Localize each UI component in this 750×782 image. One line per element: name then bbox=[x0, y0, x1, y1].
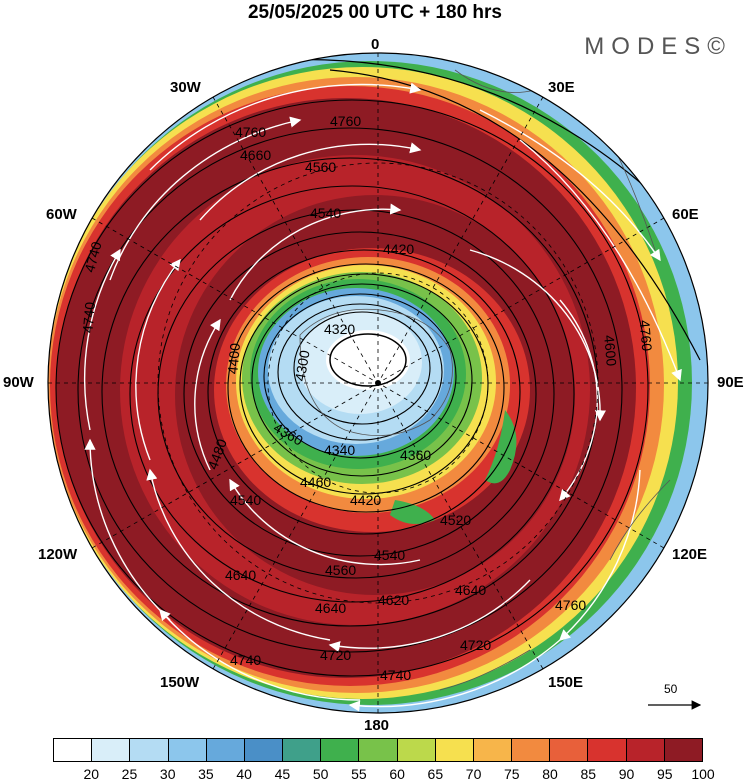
contour-label-4740-b: 4740 bbox=[79, 301, 98, 334]
lon-label-120e: 120E bbox=[672, 546, 708, 563]
colorbar-tick-label: 30 bbox=[159, 766, 176, 782]
colorbar-tick-label: 90 bbox=[618, 766, 635, 782]
colorbar-swatch bbox=[168, 739, 207, 761]
colorbar-tick-label: 60 bbox=[389, 766, 405, 782]
vector-scale-label: 50 bbox=[664, 682, 678, 696]
contour-label-4740: 4740 bbox=[81, 240, 105, 274]
contour-label-4600: 4600 bbox=[601, 334, 620, 367]
colorbar-swatch bbox=[321, 739, 360, 761]
contour-label-4300: 4300 bbox=[292, 349, 313, 383]
colorbar-swatch bbox=[550, 739, 589, 761]
contour-label-4740-d: 4740 bbox=[380, 667, 411, 683]
colorbar-swatch bbox=[664, 739, 702, 761]
colorbar-tick-label: 100 bbox=[691, 766, 715, 782]
contour-label-4720: 4720 bbox=[320, 647, 351, 663]
height-contours bbox=[55, 58, 708, 677]
contour-label-4760-c: 4760 bbox=[555, 597, 586, 613]
lon-label-30w: 30W bbox=[170, 79, 201, 96]
contour-label-4640: 4640 bbox=[225, 567, 256, 583]
lon-label-90e: 90E bbox=[717, 374, 744, 391]
map-boundary bbox=[47, 52, 709, 714]
contour-label-4640-c: 4640 bbox=[455, 582, 486, 598]
colorbar-tick-label: 50 bbox=[312, 766, 329, 782]
contour-label-4660: 4660 bbox=[240, 147, 271, 163]
colorbar-swatch bbox=[588, 739, 627, 761]
colorbar-tick-label: 95 bbox=[656, 766, 673, 782]
colorbar-tick-label: 85 bbox=[580, 766, 597, 782]
colorbar-swatch bbox=[397, 739, 436, 761]
colorbar-tick-label: 20 bbox=[83, 766, 100, 782]
colorbar-swatch bbox=[435, 739, 474, 761]
colorbar-swatch bbox=[626, 739, 665, 761]
colorbar-swatch bbox=[92, 739, 131, 761]
colorbar-swatch bbox=[244, 739, 284, 761]
colorbar-swatch bbox=[130, 739, 169, 761]
colorbar-tick-label: 40 bbox=[236, 766, 252, 782]
contour-label-4540-c: 4540 bbox=[374, 547, 405, 563]
colorbar-tick-label: 45 bbox=[274, 766, 291, 782]
contour-label-4740-c: 4740 bbox=[230, 652, 261, 668]
contour-label-4460: 4460 bbox=[300, 474, 331, 490]
contour-labels: 4320 4300 4340 4360 4360 4400 4420 4420 … bbox=[79, 113, 655, 683]
colorbar-tick-label: 35 bbox=[198, 766, 214, 782]
contour-label-4640-b: 4640 bbox=[315, 600, 346, 616]
contour-label-4780: 4760 bbox=[637, 319, 656, 352]
wind-speed-field bbox=[48, 53, 708, 713]
colorbar-swatch bbox=[206, 739, 245, 761]
colorbar-swatch bbox=[283, 739, 322, 761]
colorbar-tick-label: 55 bbox=[351, 766, 367, 782]
contour-label-4540-b: 4540 bbox=[230, 492, 261, 508]
colorbar-swatch bbox=[512, 739, 551, 761]
contour-label-4560-b: 4560 bbox=[305, 159, 336, 175]
contour-label-4340: 4340 bbox=[324, 442, 355, 458]
contour-label-4400: 4400 bbox=[224, 342, 243, 375]
contour-label-4760-b: 4760 bbox=[235, 124, 266, 140]
colorbar-swatch bbox=[473, 739, 513, 761]
lon-label-60e: 60E bbox=[672, 206, 699, 223]
contour-label-4420: 4420 bbox=[383, 241, 414, 257]
brand-logo: MODES© bbox=[584, 33, 732, 60]
contour-label-4320: 4320 bbox=[324, 321, 355, 337]
antarctica-coastline bbox=[299, 308, 453, 436]
lon-label-30e: 30E bbox=[548, 79, 575, 96]
colorbar-swatch bbox=[54, 739, 93, 761]
map-title: 25/05/2025 00 UTC + 180 hrs bbox=[247, 2, 503, 23]
contour-label-4720-b: 4720 bbox=[460, 637, 491, 653]
colorbar-labels: 20 25 30 35 40 45 50 55 60 65 70 75 80 85 90 95 100 bbox=[53, 766, 714, 782]
contour-label-4760: 4760 bbox=[330, 113, 361, 129]
contour-label-4360-b: 4360 bbox=[400, 447, 431, 463]
lon-label-60w: 60W bbox=[46, 206, 77, 223]
wind-streamlines bbox=[83, 82, 682, 712]
lon-label-150w: 150W bbox=[160, 674, 200, 691]
colorbar-swatch bbox=[359, 739, 398, 761]
colorbar-tick-label: 75 bbox=[504, 766, 520, 782]
colorbar bbox=[53, 738, 703, 762]
colorbar-tick-label: 65 bbox=[427, 766, 444, 782]
contour-label-4560: 4560 bbox=[325, 562, 356, 578]
colorbar-tick-label: 70 bbox=[465, 766, 482, 782]
lon-label-0: 0 bbox=[371, 36, 380, 53]
lon-label-150e: 150E bbox=[548, 674, 584, 691]
south-pole-marker bbox=[375, 380, 381, 386]
contour-label-4620: 4620 bbox=[378, 592, 409, 608]
contour-label-4540: 4540 bbox=[310, 205, 341, 221]
contour-label-4520: 4520 bbox=[440, 512, 471, 528]
lon-label-180: 180 bbox=[364, 717, 390, 734]
contour-label-4420-b: 4420 bbox=[350, 492, 381, 508]
colorbar-tick-label: 25 bbox=[121, 766, 138, 782]
lon-label-90w: 90W bbox=[3, 374, 34, 391]
lon-label-120w: 120W bbox=[38, 546, 78, 563]
colorbar-tick-label: 80 bbox=[542, 766, 558, 782]
